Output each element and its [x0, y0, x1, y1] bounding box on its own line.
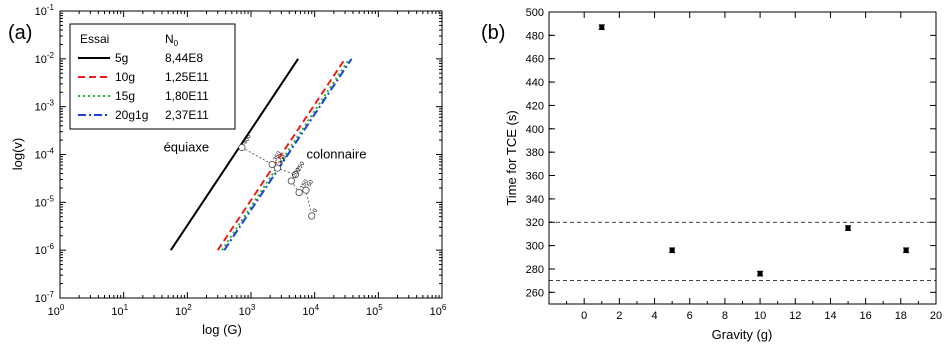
- y-tick-label: 10-3: [35, 99, 55, 114]
- legend-name: 10g: [115, 70, 135, 84]
- panel-b-ylabel: Time for TCE (s): [504, 110, 519, 205]
- data-point: [669, 247, 675, 253]
- panel-b-frame: [548, 11, 937, 305]
- series-line-5g: [169, 58, 299, 251]
- x-tick-label: 100: [48, 303, 65, 318]
- y-tick-label: 280: [526, 264, 544, 276]
- annotation-colonnaire: colonnaire: [306, 147, 366, 162]
- data-point: [903, 247, 909, 253]
- y-tick-label: 10-7: [35, 290, 55, 305]
- trajectory-label: 400: [242, 133, 253, 145]
- y-tick-label: 10-5: [35, 194, 55, 209]
- x-tick-label: 10: [754, 310, 766, 322]
- x-tick-label: 12: [789, 310, 801, 322]
- y-tick-label: 440: [526, 77, 544, 89]
- series-line-10g: [216, 58, 346, 251]
- panel-a-label: (a): [8, 22, 32, 44]
- trajectory-point: [291, 171, 300, 179]
- y-tick-label: 260: [526, 287, 544, 299]
- legend: Essai N0 5g 8,44E8 10g 1,25E11 15g 1,80E11 20g…: [69, 23, 236, 130]
- legend-name: 15g: [115, 89, 135, 103]
- legend-box: [69, 23, 236, 130]
- annotation-equiaxe: équiaxe: [164, 140, 210, 155]
- trajectory-point: [287, 177, 295, 185]
- trajectory-point: [238, 143, 246, 152]
- y-tick-label: 10-4: [35, 147, 55, 162]
- series-line-20g1g: [223, 58, 353, 251]
- legend-header-name: Essai: [80, 32, 109, 46]
- trajectory-point: [273, 164, 282, 172]
- legend-value: 1,25E11: [165, 70, 209, 84]
- x-tick-label: 2: [616, 310, 622, 322]
- legend-name: 5g: [115, 51, 128, 65]
- y-tick-label: 360: [526, 171, 544, 183]
- data-point: [757, 271, 763, 277]
- panel-a-ylabel: log(v): [10, 138, 25, 171]
- x-tick-label: 103: [239, 303, 256, 318]
- trajectory-label: 350: [273, 150, 284, 162]
- y-tick-label: 300: [526, 241, 544, 253]
- panel-a-xlabel: log (G): [202, 322, 242, 337]
- legend-header-value: N0: [165, 32, 179, 48]
- trajectory-label: 200: [292, 167, 303, 179]
- data-point: [845, 225, 851, 231]
- y-tick-label: 500: [526, 7, 544, 19]
- y-tick-label: 480: [526, 30, 544, 42]
- trajectory-label: 150: [300, 178, 311, 190]
- y-tick-label: 10-1: [35, 3, 55, 18]
- trajectory-label: 0: [312, 207, 319, 213]
- trajectory-point: [295, 188, 303, 197]
- x-tick-label: 105: [366, 303, 383, 318]
- trajectory-label: 250: [296, 160, 307, 172]
- x-tick-label: 106: [430, 303, 447, 318]
- trajectory-point: [268, 160, 276, 169]
- x-tick-label: 104: [302, 303, 319, 318]
- trajectory-path: [241, 147, 313, 217]
- trajectory-point: [302, 186, 310, 194]
- y-tick-label: 400: [526, 124, 544, 136]
- trajectory-label: 50: [307, 179, 316, 188]
- y-tick-label: 460: [526, 54, 544, 66]
- x-tick-label: 101: [111, 303, 128, 318]
- x-tick-label: 18: [895, 310, 907, 322]
- x-tick-label: 16: [860, 310, 872, 322]
- trajectory-label: 300: [278, 154, 289, 166]
- y-tick-label: 10-6: [35, 242, 55, 257]
- y-tick-label: 340: [526, 194, 544, 206]
- y-tick-label: 420: [526, 100, 544, 112]
- x-tick-label: 8: [722, 310, 728, 322]
- series-line-15g: [221, 58, 351, 251]
- panel-b: (b) Gravity (g) Time for TCE (s) 0 2 4 6 8 10…: [481, 7, 942, 342]
- panel-b-label: (b): [481, 22, 505, 44]
- legend-value: 1,80E11: [165, 89, 209, 103]
- legend-name: 20g1g: [115, 108, 148, 122]
- x-tick-label: 14: [824, 310, 836, 322]
- y-tick-label: 10-2: [35, 51, 55, 66]
- x-tick-label: 0: [581, 310, 587, 322]
- panel-b-xlabel: Gravity (g): [712, 327, 773, 342]
- x-tick-label: 6: [687, 310, 693, 322]
- x-tick-label: 4: [651, 310, 657, 322]
- legend-value: 8,44E8: [165, 51, 203, 65]
- panel-a: (a) log (G) log(v) 100 101 102 103 104 105 106…: [8, 3, 447, 337]
- legend-value: 2,37E11: [165, 108, 209, 122]
- data-point: [599, 24, 605, 30]
- x-tick-label: 20: [930, 310, 942, 322]
- y-tick-label: 320: [526, 217, 544, 229]
- x-tick-label: 102: [175, 303, 192, 318]
- trajectory-point: [308, 212, 316, 220]
- y-tick-label: 380: [526, 147, 544, 159]
